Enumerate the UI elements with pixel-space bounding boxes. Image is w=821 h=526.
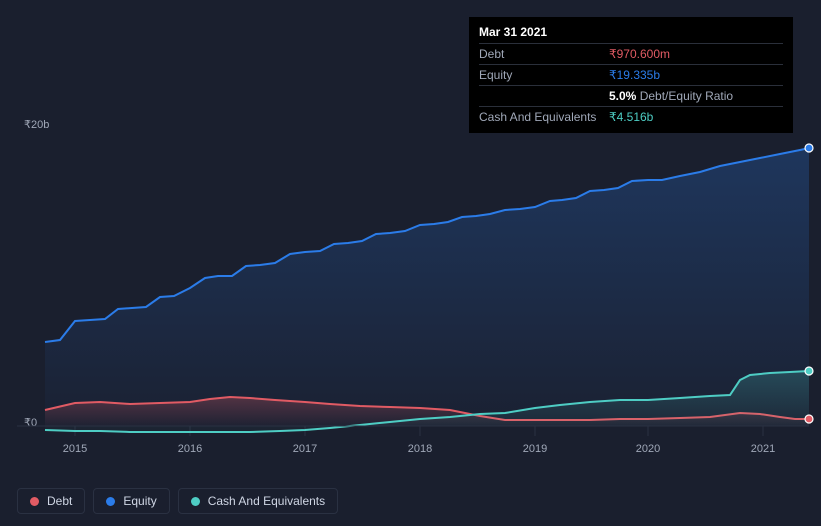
legend-dot-icon [191,497,200,506]
x-axis-label: 2019 [523,443,547,455]
x-axis-label: 2020 [636,443,660,455]
tooltip-row: Debt₹970.600m [479,43,783,64]
legend-dot-icon [106,497,115,506]
legend-label: Debt [47,494,72,508]
tooltip-ratio-spacer [479,87,609,105]
tooltip-date: Mar 31 2021 [479,23,783,43]
legend-item-cash[interactable]: Cash And Equivalents [178,488,338,514]
x-axis-label: 2016 [178,443,202,455]
tooltip-row-label: Equity [479,66,609,84]
tooltip-row: Equity₹19.335b [479,64,783,85]
chart-legend: Debt Equity Cash And Equivalents [17,488,338,514]
tooltip-cash-row: Cash And Equivalents ₹4.516b [479,106,783,127]
tooltip-ratio-pct: 5.0% [609,89,636,103]
x-axis-label: 2021 [751,443,775,455]
tooltip-cash-value: ₹4.516b [609,108,653,126]
tooltip-ratio-row: 5.0% Debt/Equity Ratio [479,85,783,106]
tooltip-row-value: ₹970.600m [609,45,670,63]
marker-debt [805,415,813,423]
x-axis-label: 2015 [63,443,87,455]
tooltip-cash-label: Cash And Equivalents [479,108,609,126]
x-axis-label: 2017 [293,443,317,455]
y-axis-label: ₹20b [24,119,49,131]
tooltip-row-label: Debt [479,45,609,63]
legend-item-debt[interactable]: Debt [17,488,85,514]
series-area-equity [45,148,809,426]
y-axis-label: ₹0 [24,417,37,429]
tooltip-row-value: ₹19.335b [609,66,660,84]
chart-tooltip: Mar 31 2021 Debt₹970.600mEquity₹19.335b … [469,17,793,133]
tooltip-ratio-value: 5.0% Debt/Equity Ratio [609,87,733,105]
x-axis-label: 2018 [408,443,432,455]
legend-label: Cash And Equivalents [208,494,325,508]
marker-equity [805,144,813,152]
legend-item-equity[interactable]: Equity [93,488,169,514]
legend-label: Equity [123,494,156,508]
tooltip-ratio-label: Debt/Equity Ratio [640,89,733,103]
marker-cash [805,367,813,375]
legend-dot-icon [30,497,39,506]
